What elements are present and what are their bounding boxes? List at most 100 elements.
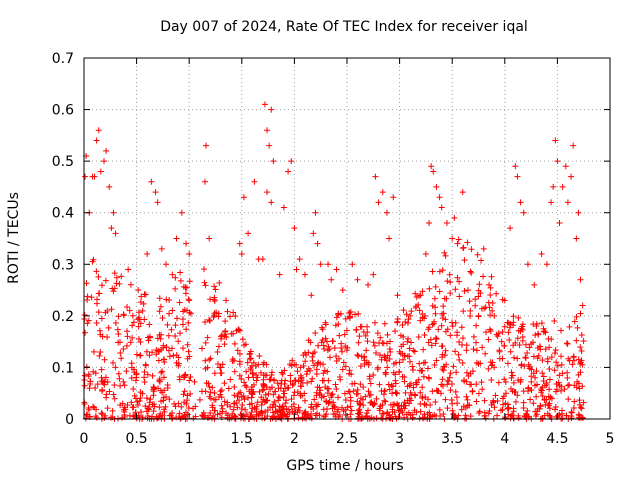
- scatter-point: [202, 357, 209, 364]
- scatter-point: [510, 405, 517, 412]
- scatter-point: [381, 320, 388, 327]
- scatter-point: [402, 389, 409, 396]
- scatter-point: [98, 366, 105, 373]
- scatter-point: [447, 279, 454, 286]
- scatter-point: [407, 312, 414, 319]
- scatter-point: [441, 295, 448, 302]
- scatter-point: [231, 383, 238, 390]
- scatter-point: [245, 230, 252, 237]
- scatter-point: [417, 317, 424, 324]
- scatter-point: [374, 366, 381, 373]
- scatter-point: [150, 408, 157, 415]
- scatter-point: [472, 302, 479, 309]
- scatter-point: [530, 400, 537, 407]
- scatter-point: [552, 137, 559, 144]
- scatter-point: [380, 340, 387, 347]
- x-tick-label: 1.5: [231, 431, 253, 447]
- scatter-point: [559, 415, 566, 422]
- scatter-point: [240, 194, 247, 201]
- scatter-point: [429, 268, 436, 275]
- scatter-point: [161, 359, 168, 366]
- scatter-point: [231, 392, 238, 399]
- scatter-point: [376, 381, 383, 388]
- scatter-point: [577, 276, 584, 283]
- scatter-point: [231, 368, 238, 375]
- scatter-point: [333, 353, 340, 360]
- scatter-point: [579, 414, 586, 421]
- scatter-point: [442, 316, 449, 323]
- scatter-point: [132, 409, 139, 416]
- scatter-point: [218, 387, 225, 394]
- scatter-point: [375, 199, 382, 206]
- scatter-point: [331, 344, 338, 351]
- scatter-point: [384, 364, 391, 371]
- scatter-point: [495, 330, 502, 337]
- scatter-point: [427, 412, 434, 419]
- scatter-point: [335, 311, 342, 318]
- scatter-point: [499, 395, 506, 402]
- scatter-point: [575, 380, 582, 387]
- scatter-point: [292, 377, 299, 384]
- scatter-point: [253, 406, 260, 413]
- scatter-point: [548, 395, 555, 402]
- scatter-point: [99, 333, 106, 340]
- scatter-point: [508, 369, 515, 376]
- scatter-point: [280, 403, 287, 410]
- scatter-point: [218, 332, 225, 339]
- scatter-point: [473, 359, 480, 366]
- scatter-point: [98, 315, 105, 322]
- scatter-point: [348, 371, 355, 378]
- scatter-point: [524, 261, 531, 268]
- scatter-point: [419, 384, 426, 391]
- scatter-point: [276, 407, 283, 414]
- scatter-point: [324, 368, 331, 375]
- scatter-point: [563, 412, 570, 419]
- scatter-point: [102, 412, 109, 419]
- scatter-point: [205, 380, 212, 387]
- scatter-point: [95, 127, 102, 134]
- x-axis-label: GPS time / hours: [286, 458, 403, 474]
- scatter-point: [510, 313, 517, 320]
- scatter-point: [533, 322, 540, 329]
- scatter-point: [383, 357, 390, 364]
- scatter-point: [163, 261, 170, 268]
- scatter-point: [353, 391, 360, 398]
- scatter-point: [309, 375, 316, 382]
- scatter-point: [124, 333, 131, 340]
- scatter-point: [408, 339, 415, 346]
- scatter-point: [296, 407, 303, 414]
- scatter-point: [227, 313, 234, 320]
- scatter-point: [439, 315, 446, 322]
- scatter-point: [83, 412, 90, 419]
- scatter-point: [257, 369, 264, 376]
- scatter-point: [358, 415, 365, 422]
- scatter-point: [270, 391, 277, 398]
- scatter-point: [246, 388, 253, 395]
- x-tick-label: 0: [80, 431, 89, 447]
- scatter-point: [301, 397, 308, 404]
- scatter-point: [558, 353, 565, 360]
- scatter-point: [341, 390, 348, 397]
- scatter-point: [107, 414, 114, 421]
- scatter-point: [448, 397, 455, 404]
- scatter-point: [401, 414, 408, 421]
- scatter-point: [357, 395, 364, 402]
- scatter-point: [421, 401, 428, 408]
- scatter-point: [400, 333, 407, 340]
- scatter-point: [315, 342, 322, 349]
- scatter-point: [459, 335, 466, 342]
- scatter-point: [98, 410, 105, 417]
- scatter-point: [494, 333, 501, 340]
- scatter-point: [356, 400, 363, 407]
- scatter-point: [315, 359, 322, 366]
- scatter-point: [102, 277, 109, 284]
- scatter-point: [489, 300, 496, 307]
- scatter-point: [545, 401, 552, 408]
- y-tick-label: 0.4: [52, 206, 74, 222]
- scatter-point: [487, 359, 494, 366]
- scatter-point: [123, 368, 130, 375]
- scatter-point: [519, 337, 526, 344]
- scatter-point: [566, 357, 573, 364]
- scatter-point: [319, 336, 326, 343]
- scatter-point: [150, 392, 157, 399]
